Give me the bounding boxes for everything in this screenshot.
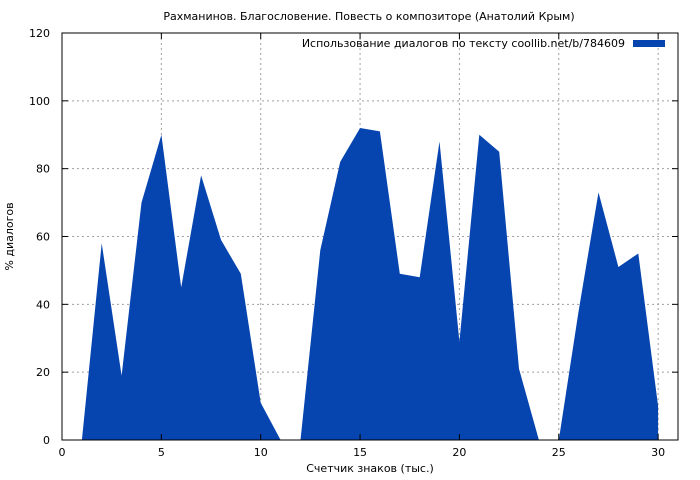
x-tick-label: 30 [651, 446, 665, 459]
x-tick-label: 0 [59, 446, 66, 459]
legend-label: Использование диалогов по тексту coollib… [302, 37, 625, 50]
y-tick-label: 40 [36, 298, 50, 311]
y-axis-label: % диалогов [3, 202, 16, 270]
x-tick-label: 5 [158, 446, 165, 459]
x-tick-label: 25 [552, 446, 566, 459]
series-area-layer [81, 127, 659, 441]
y-tick-label: 100 [29, 95, 50, 108]
y-tick-label: 80 [36, 163, 50, 176]
y-tick-label: 120 [29, 27, 50, 40]
legend: Использование диалогов по тексту coollib… [302, 37, 665, 50]
x-tick-label: 20 [452, 446, 466, 459]
series-area [81, 128, 659, 440]
legend-swatch [633, 40, 665, 47]
chart-title: Рахманинов. Благословение. Повесть о ком… [163, 10, 574, 23]
x-tick-label: 10 [254, 446, 268, 459]
x-axis-label: Счетчик знаков (тыс.) [306, 462, 434, 475]
axis-ticks: 0 5 10 15 20 25 30 0 20 40 60 80 100 120 [29, 27, 678, 459]
y-tick-label: 20 [36, 366, 50, 379]
y-tick-label: 60 [36, 231, 50, 244]
y-tick-label: 0 [43, 434, 50, 447]
x-tick-label: 15 [353, 446, 367, 459]
